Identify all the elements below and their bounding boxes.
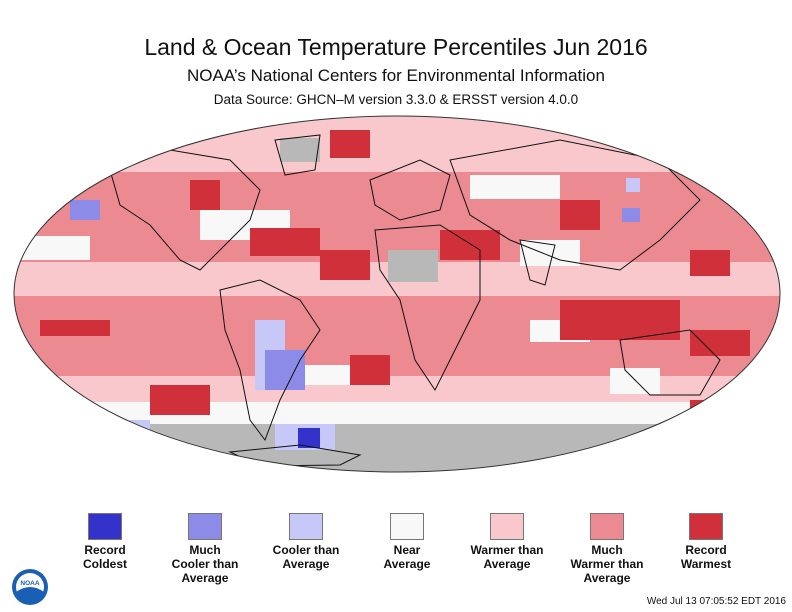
antarctica-no-data bbox=[14, 424, 780, 472]
patch-record-warm bbox=[150, 385, 210, 415]
greenland-outline bbox=[274, 134, 321, 176]
patch-record-warm bbox=[560, 200, 600, 230]
sahara-no-data bbox=[388, 250, 438, 282]
noaa-logo-text: NOAA bbox=[20, 580, 39, 587]
patch-record-warm bbox=[690, 330, 750, 356]
europe-outline bbox=[369, 159, 451, 221]
patch-near bbox=[470, 175, 560, 199]
asia-outline bbox=[449, 139, 701, 271]
patch-record-warm bbox=[320, 250, 370, 280]
legend-label-cooler: Cooler than Average bbox=[272, 543, 340, 571]
patch-near bbox=[300, 365, 360, 385]
patch-cooler bbox=[626, 178, 640, 192]
legend-swatch-much-cooler bbox=[188, 513, 222, 540]
india-outline bbox=[519, 239, 556, 286]
patch-near bbox=[610, 368, 660, 394]
patch-near bbox=[20, 236, 90, 260]
patch-record-warm bbox=[690, 400, 740, 424]
legend-label-much-cooler: Much Cooler than Average bbox=[171, 543, 239, 585]
greenland-no-data bbox=[280, 138, 320, 162]
continent-outlines bbox=[109, 134, 721, 467]
patch-much-cooler bbox=[622, 208, 640, 222]
legend-swatch-near bbox=[390, 513, 424, 540]
south-america-outline bbox=[219, 279, 321, 442]
map-subtitle: NOAA’s National Centers for Environmenta… bbox=[187, 66, 605, 85]
legend-swatch-warmer bbox=[490, 513, 524, 540]
africa-outline bbox=[374, 224, 481, 391]
patch-record-warm bbox=[330, 130, 370, 158]
noaa-logo-icon: NOAA bbox=[12, 569, 48, 605]
legend-label-record-coldest: Record Coldest bbox=[82, 543, 127, 571]
legend-label-near: Near Average bbox=[383, 543, 431, 571]
band-south-near bbox=[14, 402, 780, 424]
data-source: Data Source: GHCN–M version 3.3.0 & ERSS… bbox=[213, 92, 579, 107]
globe-border bbox=[13, 115, 781, 473]
patch-much-cooler bbox=[265, 350, 305, 390]
patch-record-warm bbox=[350, 355, 390, 385]
patch-record-warm bbox=[250, 228, 320, 256]
legend-label-record-warmest: Record Warmest bbox=[680, 543, 732, 571]
patch-cooler bbox=[70, 420, 150, 438]
patch-record-warm bbox=[690, 250, 730, 276]
patch-record-cold bbox=[298, 428, 320, 448]
patch-record-warm bbox=[190, 180, 220, 210]
band-south-warmer bbox=[14, 376, 780, 402]
patch-record-warm bbox=[440, 230, 500, 260]
patch-record-warm bbox=[560, 300, 680, 340]
patch-much-cooler bbox=[70, 200, 100, 220]
legend-swatch-record-warmest bbox=[689, 513, 723, 540]
australia-outline bbox=[619, 329, 721, 396]
patch-much-cooler bbox=[85, 426, 125, 444]
legend-label-much-warmer: Much Warmer than Average bbox=[570, 543, 644, 585]
timestamp: Wed Jul 13 07:05:52 EDT 2016 bbox=[646, 596, 786, 607]
legend-swatch-cooler bbox=[289, 513, 323, 540]
legend-label-warmer: Warmer than Average bbox=[470, 543, 544, 571]
band-north-warmer bbox=[14, 116, 780, 172]
map-title: Land & Ocean Temperature Percentiles Jun… bbox=[144, 34, 648, 60]
legend-swatch-much-warmer bbox=[590, 513, 624, 540]
legend-swatch-record-coldest bbox=[88, 513, 122, 540]
patch-record-warm bbox=[40, 320, 110, 336]
north-america-outline bbox=[109, 149, 261, 271]
